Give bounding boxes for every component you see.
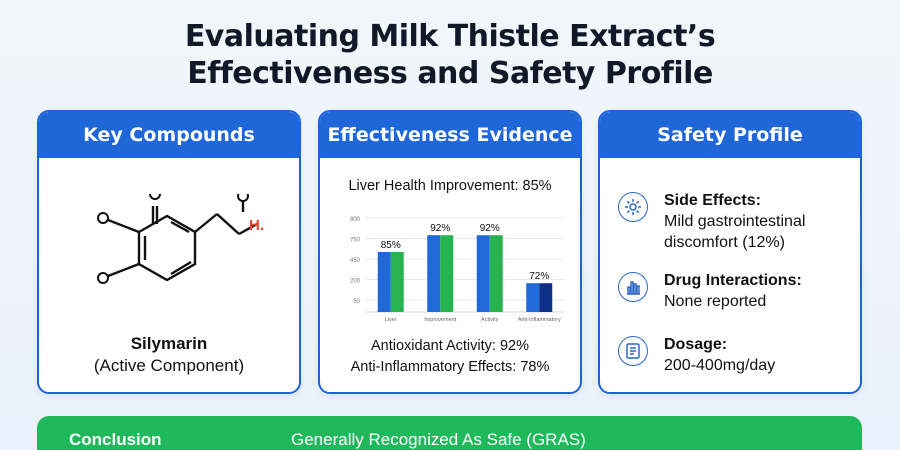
bar [377,252,391,312]
dosage-title: Dosage: [664,336,728,353]
bar [476,235,490,312]
page-title: Evaluating Milk Thistle Extract’s Effect… [0,18,900,92]
oxygen-atom [149,194,161,200]
safety-profile-card: Safety Profile Side Effects: Mild gastro… [598,110,862,394]
drug-interactions-title: Drug Interactions: [664,272,802,289]
title-line-2: Effectiveness and Safety Profile [187,56,713,91]
data-label: 85% [381,240,401,251]
gear-circle-icon [618,192,648,222]
effectiveness-header: Effectiveness Evidence [320,112,580,158]
oxygen-atom [97,272,109,284]
bar [539,283,553,312]
y-tick-label: 450 [350,258,361,264]
silymarin-structure: H. [97,194,264,284]
anti-inflammatory-text: Anti-Inflammatory Effects: 78% [350,359,550,375]
document-icon [618,336,648,366]
compound-subtitle: (Active Component) [93,356,245,375]
conclusion-label: Conclusion [69,430,162,449]
y-tick-label: 200 [350,279,361,285]
antioxidant-text: Antioxidant Activity: 92% [371,338,529,354]
bar [427,235,441,312]
hydrogen-label: H. [249,217,264,234]
side-effects-desc-1: Mild gastrointestinal [664,213,806,230]
oxygen-atom [97,212,109,224]
oxygen-atom [237,194,249,202]
compound-name: Silymarin [130,334,208,353]
hand-icon [618,272,648,302]
conclusion-banner: Conclusion Generally Recognized As Safe … [37,416,862,450]
x-tick-label: Activity [481,317,499,323]
y-tick-label: 50 [353,299,360,305]
x-tick-label: Improvement [424,317,457,323]
x-tick-label: Anti-Inflammatory [518,317,561,323]
key-compounds-header: Key Compounds [39,112,299,158]
safety-profile-header: Safety Profile [600,112,860,158]
drug-interactions-desc: None reported [664,293,767,310]
conclusion-text: Generally Recognized As Safe (GRAS) [291,430,586,449]
y-tick-label: 750 [350,238,361,244]
bar [526,283,540,312]
effectiveness-bar-chart: 800 750 450 200 50 85% Liver 92% Improvement 92% A… [350,217,564,323]
side-effects-desc-2: discomfort (12%) [664,234,785,251]
effectiveness-card: Effectiveness Evidence Liver Health Impr… [318,110,582,394]
bar [390,252,404,312]
data-label: 92% [430,223,450,234]
key-compounds-card: Key Compounds H. Silymarin (Active Compo… [37,110,301,394]
dosage-desc: 200-400mg/day [664,357,776,374]
y-tick-label: 800 [350,217,361,223]
title-line-1: Evaluating Milk Thistle Extract’s [184,19,716,54]
bar [489,235,503,312]
data-label: 72% [529,271,549,282]
liver-improvement-text: Liver Health Improvement: 85% [348,178,552,194]
x-tick-label: Liver [385,317,397,323]
bar [440,235,454,312]
side-effects-title: Side Effects: [664,192,761,209]
data-label: 92% [480,223,500,234]
